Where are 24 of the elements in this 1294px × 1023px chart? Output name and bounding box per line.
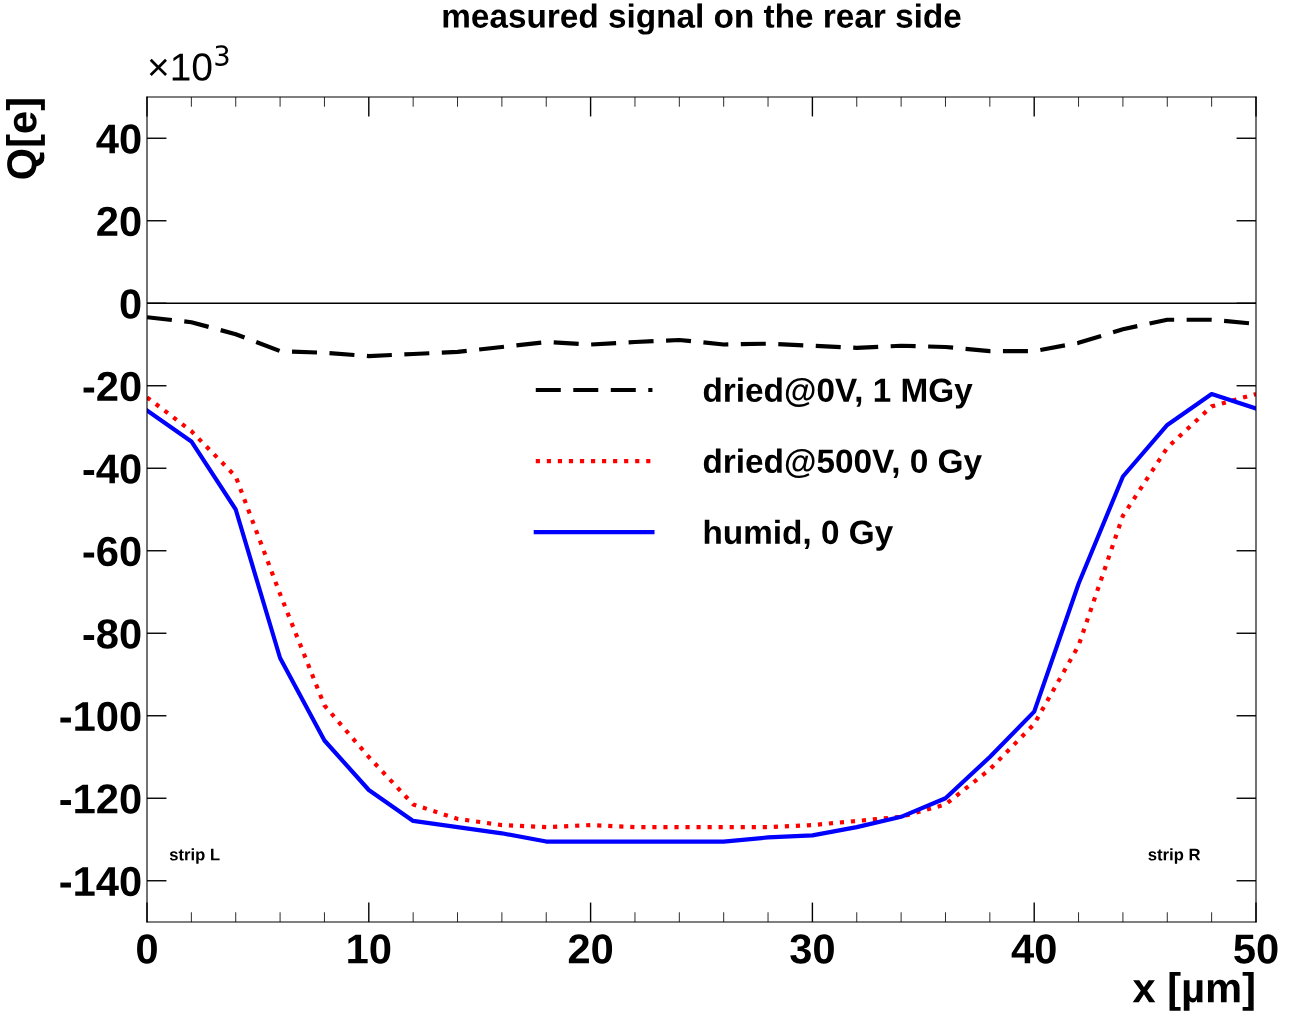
legend-label: humid, 0 Gy: [704, 519, 894, 551]
y-axis-title: Q[e]: [6, 99, 45, 179]
y-tick-label: -120: [60, 784, 141, 814]
x-tick-label: 40: [1011, 934, 1056, 964]
text: ×10$^{3}$: [149, 45, 229, 81]
y-tick-label: -80: [83, 619, 141, 649]
y-tick-label: 20: [97, 206, 141, 237]
x-tick-label: 50: [1234, 934, 1278, 964]
y-tick-label: 0: [120, 289, 141, 319]
y-tick-label: -60: [83, 536, 141, 567]
x-axis-title: x [µm]: [1132, 971, 1254, 1011]
y-tick-label: -20: [83, 371, 141, 402]
x-tick-label: 20: [568, 934, 613, 964]
legend-label: dried@0V, 1 MGy: [703, 377, 973, 409]
chart-title: measured signal on the rear side: [443, 3, 961, 35]
annotation: strip L: [169, 848, 220, 864]
y-tick-label: -100: [60, 701, 141, 732]
x-tick-label: 30: [790, 934, 834, 964]
annotation: strip R: [1148, 848, 1201, 864]
y-tick-label: -140: [60, 866, 141, 897]
legend-label: dried@500V, 0 Gy: [703, 448, 982, 480]
y-tick-label: 40: [96, 124, 141, 154]
x-tick-label: 10: [348, 934, 391, 964]
y-tick-label: -40: [83, 454, 141, 484]
